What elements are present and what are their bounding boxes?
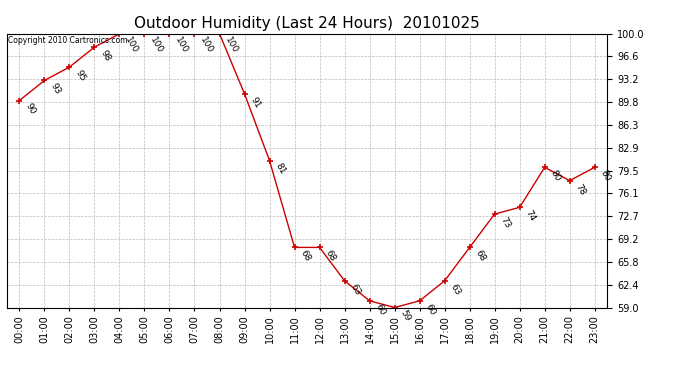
Text: 68: 68	[299, 249, 313, 263]
Title: Outdoor Humidity (Last 24 Hours)  20101025: Outdoor Humidity (Last 24 Hours) 2010102…	[134, 16, 480, 31]
Text: 100: 100	[124, 35, 140, 55]
Text: 100: 100	[199, 35, 215, 55]
Text: 90: 90	[23, 102, 37, 116]
Text: 100: 100	[174, 35, 190, 55]
Text: 68: 68	[324, 249, 337, 263]
Text: 78: 78	[574, 182, 587, 196]
Text: 74: 74	[524, 209, 538, 223]
Text: 91: 91	[248, 95, 262, 110]
Text: 73: 73	[499, 215, 513, 230]
Text: 81: 81	[274, 162, 287, 177]
Text: 68: 68	[474, 249, 487, 263]
Text: 59: 59	[399, 309, 413, 323]
Text: 100: 100	[148, 35, 165, 55]
Text: 63: 63	[448, 282, 462, 297]
Text: 95: 95	[74, 69, 87, 83]
Text: 60: 60	[424, 302, 437, 316]
Text: 98: 98	[99, 48, 112, 63]
Text: 60: 60	[374, 302, 387, 316]
Text: 93: 93	[48, 82, 62, 96]
Text: 80: 80	[549, 169, 562, 183]
Text: 100: 100	[224, 35, 240, 55]
Text: Copyright 2010 Cartronics.com: Copyright 2010 Cartronics.com	[8, 36, 128, 45]
Text: 80: 80	[599, 169, 613, 183]
Text: 63: 63	[348, 282, 362, 297]
